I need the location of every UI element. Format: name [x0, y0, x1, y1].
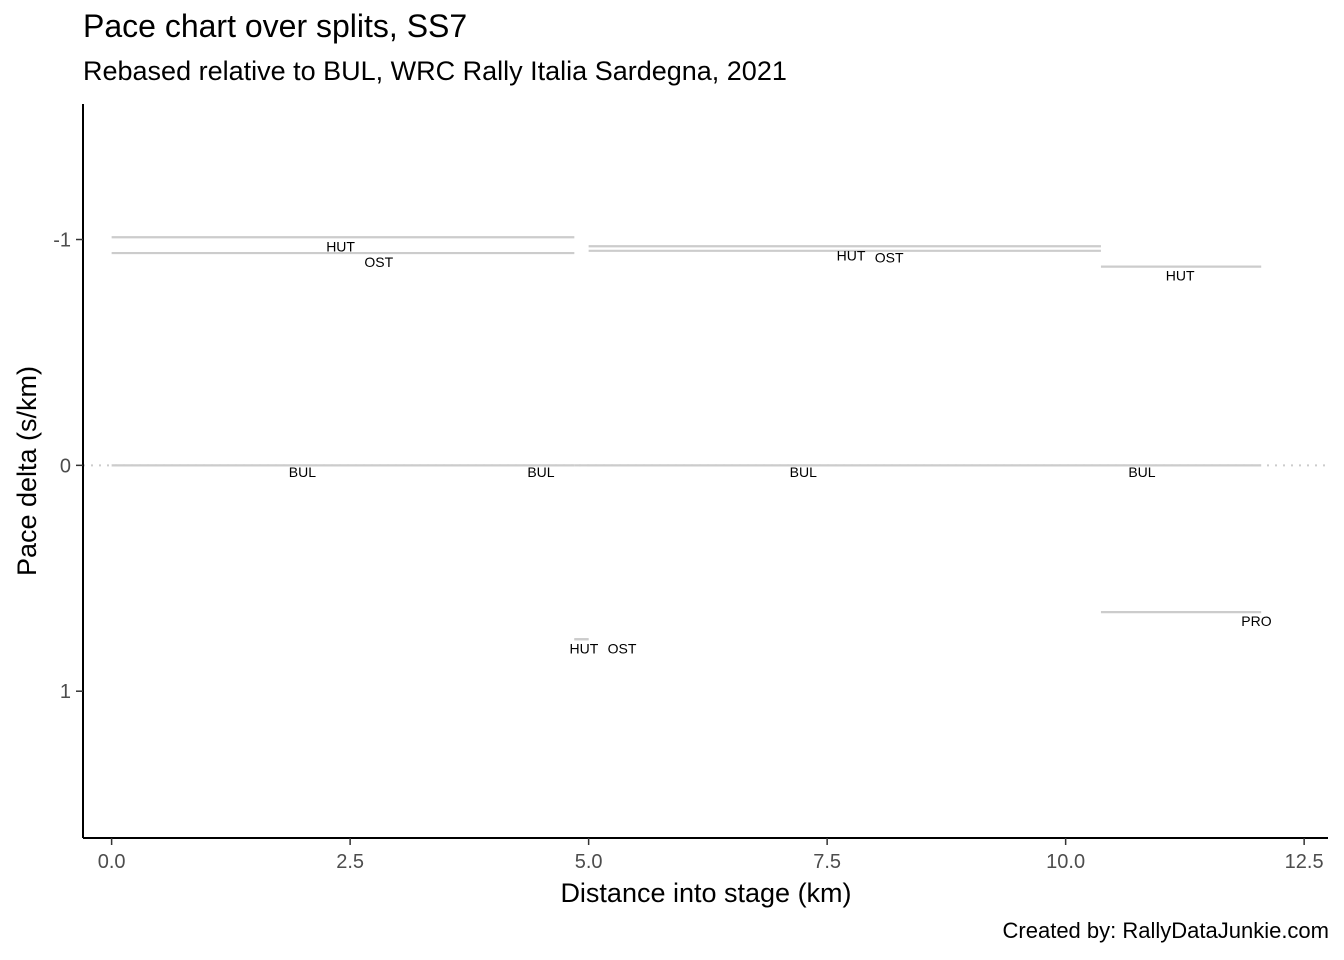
chart-title: Pace chart over splits, SS7: [83, 8, 468, 44]
y-tick-label: -1: [53, 230, 71, 252]
x-tick-label: 2.5: [336, 851, 364, 873]
caption: Created by: RallyDataJunkie.com: [1002, 918, 1329, 943]
segment-label-hut: HUT: [326, 238, 355, 254]
segment-label-ost: OST: [364, 254, 393, 270]
segment-label-bul: BUL: [1128, 464, 1155, 480]
x-tick-label: 5.0: [575, 851, 603, 873]
y-axis-title: Pace delta (s/km): [12, 366, 42, 576]
x-axis-title: Distance into stage (km): [560, 878, 851, 908]
segment-label-hut: HUT: [569, 640, 598, 656]
segment-label-bul: BUL: [790, 464, 817, 480]
segment-label-hut: HUT: [1166, 268, 1195, 284]
segment-label-bul: BUL: [527, 464, 554, 480]
x-tick-label: 12.5: [1285, 851, 1324, 873]
segment-label-ost: OST: [608, 640, 637, 656]
segment-label-hut: HUT: [837, 247, 866, 263]
axes-layer: 0.0 2.5 5.0 7.5 10.0 12.5 -1 0 1: [53, 104, 1328, 873]
segment-label-bul: BUL: [289, 464, 316, 480]
segments-layer: [111, 236, 1262, 641]
y-tick-label: 0: [60, 455, 71, 477]
x-tick-label: 10.0: [1046, 851, 1085, 873]
segment-labels-layer: HUT OST BUL HUT OST BUL HUT OST BUL HUT BUL PRO: [289, 238, 1272, 656]
segment-label-ost: OST: [875, 250, 904, 266]
x-tick-label: 7.5: [813, 851, 841, 873]
segment-label-pro: PRO: [1241, 613, 1271, 629]
y-tick-label: 1: [60, 681, 71, 703]
x-tick-label: 0.0: [98, 851, 126, 873]
chart-subtitle: Rebased relative to BUL, WRC Rally Itali…: [83, 56, 787, 86]
